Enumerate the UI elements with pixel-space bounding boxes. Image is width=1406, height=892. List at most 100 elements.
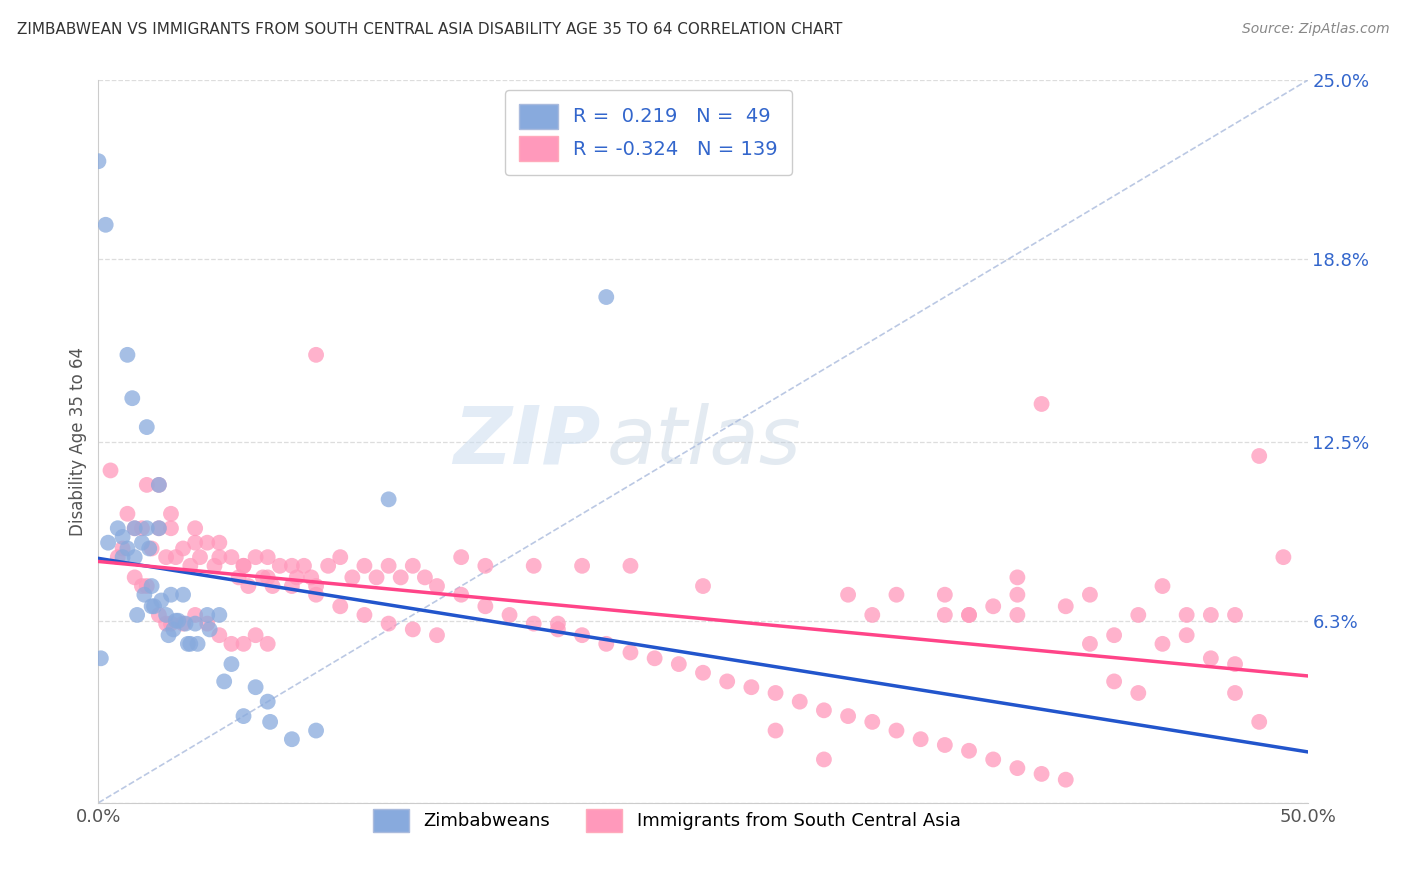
Point: [184, 616, 207, 631]
Point: [837, 588, 859, 602]
Point: [179, 558, 201, 573]
Point: [256, 695, 278, 709]
Point: [426, 579, 449, 593]
Point: [228, 570, 250, 584]
Point: [765, 686, 787, 700]
Point: [221, 637, 243, 651]
Point: [474, 599, 496, 614]
Point: [138, 541, 160, 556]
Point: [934, 738, 956, 752]
Point: [389, 570, 412, 584]
Point: [245, 550, 267, 565]
Point: [117, 541, 139, 556]
Point: [134, 588, 156, 602]
Point: [148, 478, 170, 492]
Point: [256, 637, 278, 651]
Point: [117, 507, 139, 521]
Point: [157, 628, 180, 642]
Point: [198, 623, 221, 637]
Point: [934, 607, 956, 622]
Point: [141, 579, 163, 593]
Point: [316, 558, 339, 573]
Point: [177, 637, 200, 651]
Point: [402, 558, 425, 573]
Point: [981, 752, 1004, 766]
Point: [232, 558, 254, 573]
Point: [1128, 607, 1150, 622]
Point: [1223, 607, 1246, 622]
Point: [262, 579, 284, 593]
Point: [124, 521, 146, 535]
Point: [1007, 570, 1029, 584]
Point: [111, 550, 134, 565]
Point: [124, 521, 146, 535]
Point: [571, 558, 593, 573]
Point: [668, 657, 690, 671]
Point: [353, 558, 375, 573]
Point: [292, 558, 315, 573]
Point: [281, 558, 304, 573]
Y-axis label: Disability Age 35 to 64: Disability Age 35 to 64: [69, 347, 87, 536]
Point: [1272, 550, 1295, 565]
Point: [813, 703, 835, 717]
Point: [148, 521, 170, 535]
Legend: Zimbabweans, Immigrants from South Central Asia: Zimbabweans, Immigrants from South Centr…: [360, 796, 973, 845]
Point: [1007, 588, 1029, 602]
Point: [135, 478, 157, 492]
Point: [150, 593, 173, 607]
Text: ZIMBABWEAN VS IMMIGRANTS FROM SOUTH CENTRAL ASIA DISABILITY AGE 35 TO 64 CORRELA: ZIMBABWEAN VS IMMIGRANTS FROM SOUTH CENT…: [17, 22, 842, 37]
Point: [1249, 449, 1271, 463]
Point: [692, 579, 714, 593]
Point: [1175, 607, 1198, 622]
Point: [789, 695, 811, 709]
Point: [94, 218, 117, 232]
Point: [135, 579, 157, 593]
Point: [131, 579, 153, 593]
Point: [184, 607, 207, 622]
Point: [981, 599, 1004, 614]
Point: [221, 657, 243, 671]
Point: [221, 550, 243, 565]
Point: [305, 579, 328, 593]
Point: [740, 680, 762, 694]
Point: [245, 628, 267, 642]
Point: [716, 674, 738, 689]
Point: [127, 607, 149, 622]
Point: [934, 588, 956, 602]
Point: [232, 637, 254, 651]
Point: [571, 628, 593, 642]
Point: [366, 570, 388, 584]
Point: [121, 391, 143, 405]
Point: [148, 607, 170, 622]
Point: [353, 607, 375, 622]
Point: [413, 570, 436, 584]
Point: [160, 507, 183, 521]
Point: [1223, 657, 1246, 671]
Point: [124, 570, 146, 584]
Point: [87, 154, 110, 169]
Point: [135, 521, 157, 535]
Point: [107, 550, 129, 565]
Point: [187, 637, 209, 651]
Point: [172, 588, 194, 602]
Point: [450, 588, 472, 602]
Point: [342, 570, 364, 584]
Point: [450, 550, 472, 565]
Point: [837, 709, 859, 723]
Point: [208, 535, 231, 549]
Point: [162, 623, 184, 637]
Point: [281, 579, 304, 593]
Point: [498, 607, 520, 622]
Point: [184, 535, 207, 549]
Point: [1007, 761, 1029, 775]
Point: [131, 521, 153, 535]
Point: [886, 588, 908, 602]
Point: [1249, 714, 1271, 729]
Point: [245, 680, 267, 694]
Point: [204, 558, 226, 573]
Point: [377, 492, 399, 507]
Point: [252, 570, 274, 584]
Point: [117, 348, 139, 362]
Text: ZIP: ZIP: [453, 402, 600, 481]
Point: [148, 478, 170, 492]
